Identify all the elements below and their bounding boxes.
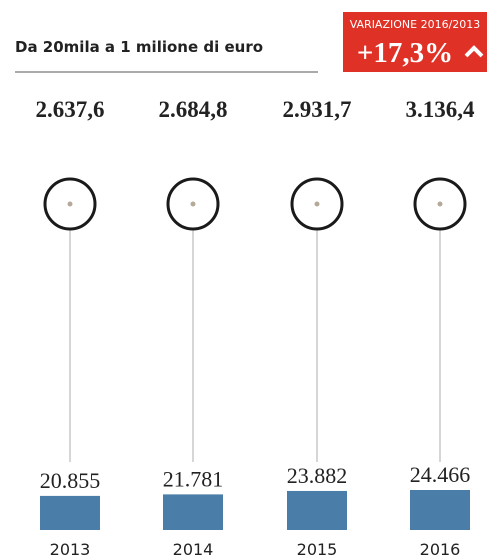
bar-value: 21.781	[163, 466, 224, 491]
up-chevron	[464, 45, 484, 58]
top-value: 2.931,7	[283, 97, 352, 122]
bar-value: 23.882	[287, 463, 348, 488]
bar	[40, 495, 100, 530]
x-tick-label: 2013	[50, 540, 91, 559]
dot	[437, 201, 443, 207]
top-value: 3.136,4	[406, 97, 476, 122]
dot	[314, 201, 320, 207]
dot	[67, 201, 73, 207]
bar-value: 24.466	[410, 462, 471, 487]
bar	[410, 490, 470, 530]
chart-title: Da 20mila a 1 milione di euro	[15, 38, 263, 56]
bar-value: 20.855	[40, 468, 101, 493]
dot	[190, 201, 196, 207]
top-value: 2.637,6	[36, 97, 105, 122]
badge	[343, 12, 487, 72]
badge-label: VARIAZIONE 2016/2013	[350, 18, 481, 31]
x-tick-label: 2016	[420, 540, 461, 559]
bar	[163, 494, 223, 530]
x-tick-label: 2015	[297, 540, 338, 559]
top-value: 2.684,8	[159, 97, 228, 122]
bar	[287, 490, 347, 530]
x-tick-label: 2014	[173, 540, 214, 559]
badge-value: +17,3%	[357, 37, 453, 69]
